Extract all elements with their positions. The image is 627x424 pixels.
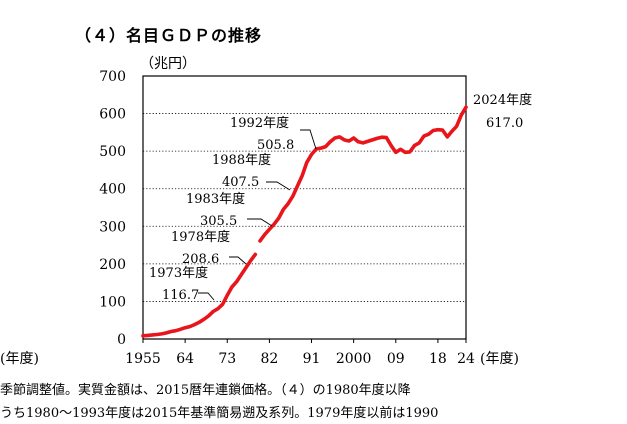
annotation-value-label: 505.8 (257, 138, 294, 153)
annotation-leader-line (300, 129, 317, 150)
x-tick-label: 09 (387, 351, 405, 367)
annotation-leader-line (229, 256, 247, 265)
y-axis: 0 100 200 300 400 500 600 700 (99, 69, 126, 348)
y-tick-label: 600 (99, 107, 126, 123)
y-tick-label: 400 (99, 182, 126, 198)
annotation-value-label: 305.5 (200, 214, 237, 229)
annotation-leader-line (247, 218, 273, 227)
x-tick-label: 18 (429, 351, 447, 367)
annotation-year-label: 1988年度 (212, 152, 271, 168)
chart-title: （４）名目ＧＤＰの推移 (75, 26, 263, 45)
annotation-year-label: 1973年度 (149, 265, 208, 281)
y-tick-label: 700 (99, 69, 126, 85)
x-tick-label: 73 (218, 351, 236, 367)
y-axis-label: （兆円） (140, 56, 196, 72)
plot-frame (142, 75, 467, 340)
x-tick-label: 82 (260, 351, 278, 367)
annotation-leader-line (266, 181, 291, 191)
annotation-year-label: 2024年度 (473, 92, 532, 108)
y-tick-label: 500 (99, 144, 126, 160)
annotation-year-label: 1978年度 (171, 229, 230, 245)
x-tick-label: 2000 (336, 351, 372, 367)
x-tick-label: 24 (457, 351, 475, 367)
series-line-segment-2 (258, 105, 468, 243)
annotation-value-label: 208.6 (182, 252, 219, 267)
annotation-value-label: 407.5 (222, 175, 259, 190)
series-lines (141, 105, 468, 338)
x-tick-label: 91 (303, 351, 321, 367)
y-tick-label: 100 (99, 294, 126, 310)
x-axis-label-left: (年度) (0, 351, 39, 367)
x-tick-label: 1955 (125, 351, 161, 367)
y-tick-label: 200 (99, 257, 126, 273)
annotation-value-label: 116.7 (162, 288, 199, 303)
annotations: 1973年度 116.7 1978年度 208.6 1983年度 305.5 1988年度 4… (149, 92, 532, 303)
annotation-year-label: 1983年度 (186, 191, 245, 207)
footnote-line-2: うち1980〜1993年度は2015年基準簡易遡及系列。1979年度以前は199… (0, 406, 439, 421)
x-axis: 1955 64 73 82 91 2000 09 18 24 (125, 339, 475, 367)
series-line-segment-1 (141, 252, 258, 338)
annotation-year-label: 1992年度 (230, 115, 289, 131)
annotation-value-label: 617.0 (486, 116, 523, 131)
annotation-leader-line (198, 292, 215, 301)
x-tick-label: 64 (176, 351, 194, 367)
y-tick-label: 300 (99, 219, 126, 235)
y-tick-label: 0 (117, 332, 126, 348)
x-axis-label-right: (年度) (480, 351, 519, 367)
footnote-line-1: 季節調整値。実質金額は、2015暦年連鎖価格。（４）の1980年度以降 (0, 383, 411, 398)
